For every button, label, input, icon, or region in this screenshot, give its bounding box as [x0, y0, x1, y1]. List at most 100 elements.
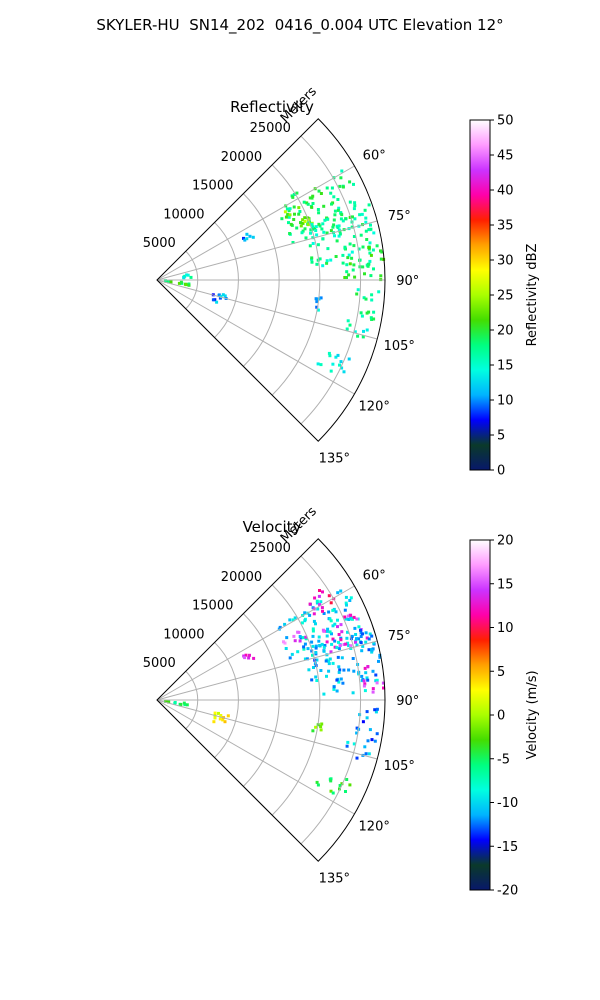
- echo-cell: [333, 639, 337, 643]
- echo-cell: [310, 260, 314, 264]
- echo-cell: [285, 207, 289, 211]
- echo-cell: [310, 649, 314, 653]
- echo-cell: [351, 657, 355, 660]
- echo-cell: [344, 601, 348, 605]
- echo-cell: [329, 779, 333, 783]
- echo-region-8: [315, 777, 352, 795]
- velocity-colorbar: -20 -15 -10 -5 0 5 10 15 20 Velocity (m/s): [469, 534, 540, 899]
- echo-cell: [359, 628, 362, 632]
- reflectivity-colorbar: 0 5 10 15 20 25 30 35 40 45 50 Reflectivity dBZ: [469, 114, 540, 479]
- colorbar-tick-label: -20: [497, 884, 518, 899]
- echo-cell: [292, 634, 296, 638]
- echo-cell: [329, 258, 333, 262]
- azimuth-tick-label: 60°: [363, 149, 386, 164]
- echo-cell: [311, 653, 314, 657]
- echo-cell: [365, 710, 369, 714]
- echo-cell: [359, 635, 363, 638]
- echo-cell: [337, 206, 341, 210]
- echo-cell: [345, 276, 348, 279]
- colorbar-tick-label: -10: [497, 796, 518, 811]
- echo-cell: [343, 276, 347, 279]
- echo-cell: [332, 687, 336, 691]
- echo-cell: [311, 629, 315, 633]
- echo-cell: [344, 595, 348, 599]
- echo-cell: [297, 206, 301, 210]
- colorbar-label: Velocity (m/s): [525, 670, 540, 759]
- echo-cell: [303, 642, 307, 646]
- range-tick-label: 20000: [221, 570, 262, 585]
- panel-title: Reflectivity: [230, 98, 314, 116]
- echo-cell: [339, 677, 343, 681]
- echo-cell: [329, 601, 333, 605]
- echo-cell: [325, 231, 329, 235]
- echo-cell: [315, 679, 319, 682]
- echo-cell: [187, 283, 191, 287]
- echo-cell: [325, 259, 329, 263]
- echo-cell: [286, 212, 290, 216]
- echo-cell: [217, 293, 221, 297]
- echo-cell: [361, 644, 365, 648]
- echo-cell: [314, 675, 318, 679]
- echo-cell: [293, 639, 297, 643]
- echo-cell: [245, 237, 249, 241]
- echo-cell: [313, 227, 317, 230]
- azimuth-tick-label: 135°: [319, 871, 350, 886]
- echo-cell: [336, 591, 340, 595]
- echo-cell: [363, 682, 367, 686]
- echo-cell: [368, 241, 372, 245]
- echo-cell: [330, 202, 333, 206]
- echo-cell: [318, 603, 322, 607]
- echo-cell: [282, 640, 285, 644]
- echo-cell: [302, 647, 306, 651]
- echo-cell: [309, 231, 312, 235]
- echo-cell: [303, 220, 307, 223]
- echo-cell: [331, 791, 335, 795]
- range-tick-label: 20000: [221, 150, 262, 165]
- echo-cell: [334, 255, 338, 258]
- echo-cell: [353, 275, 357, 279]
- echo-cell: [350, 225, 354, 229]
- colorbar-tick-label: 5: [497, 429, 505, 444]
- azimuth-gridline: [156, 220, 378, 281]
- echo-region-2: [303, 203, 383, 268]
- echo-cell: [327, 662, 331, 666]
- echo-cell: [352, 669, 356, 673]
- echo-cell: [311, 236, 315, 240]
- echo-cell: [315, 599, 319, 603]
- echo-cell: [348, 262, 352, 266]
- echo-cell: [355, 617, 359, 621]
- echo-cell: [343, 245, 347, 249]
- echo-cell: [348, 242, 352, 246]
- echo-cell: [317, 211, 321, 215]
- echo-region-11: [242, 653, 256, 660]
- echo-cell: [245, 232, 249, 236]
- echo-cell: [372, 317, 376, 321]
- echo-cell: [352, 742, 356, 746]
- echo-cell: [321, 237, 325, 241]
- echo-cell: [362, 684, 366, 688]
- azimuth-gridline: [156, 640, 378, 701]
- echo-cell: [339, 589, 343, 593]
- echo-cell: [311, 627, 315, 631]
- echo-cell: [315, 300, 319, 304]
- echo-cell: [381, 681, 385, 685]
- echo-cell: [325, 640, 329, 644]
- echo-cell: [314, 725, 318, 729]
- echo-cell: [303, 657, 307, 661]
- echo-region-9: [182, 273, 193, 280]
- echo-cell: [329, 777, 333, 781]
- colorbar-tick-label: 35: [497, 219, 514, 234]
- echo-region-2: [282, 630, 308, 645]
- echo-cell: [310, 678, 314, 682]
- echo-cell: [283, 622, 287, 626]
- echo-cell: [369, 223, 372, 227]
- echo-cell: [348, 200, 352, 204]
- echo-cell: [343, 615, 347, 619]
- echo-cell: [338, 232, 342, 236]
- echo-cell: [332, 223, 336, 227]
- echo-cell: [364, 229, 368, 233]
- echo-cell: [350, 250, 354, 254]
- echo-cell: [310, 222, 314, 226]
- echo-cell: [301, 636, 305, 640]
